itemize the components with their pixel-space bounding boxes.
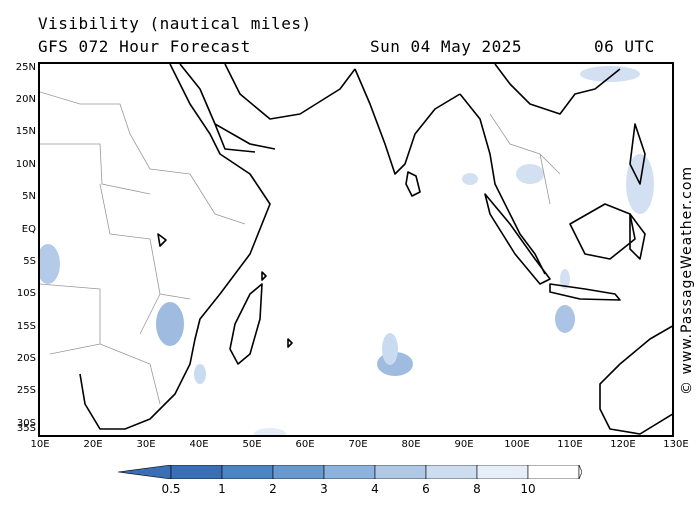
legend-swatch xyxy=(527,465,580,479)
lat-label: 15N xyxy=(15,126,36,137)
forecast-date: Sun 04 May 2025 xyxy=(370,37,522,56)
coastlines xyxy=(79,64,672,435)
legend-swatch xyxy=(170,465,223,479)
legend-swatch xyxy=(476,465,529,479)
legend-label: 0.5 xyxy=(161,482,181,496)
lat-label: 25N xyxy=(15,62,36,73)
lat-label: 10S xyxy=(16,288,36,299)
lon-label: 50E xyxy=(242,439,262,450)
lat-label: 25S xyxy=(16,385,36,396)
legend-arrow-low xyxy=(118,465,172,479)
color-legend xyxy=(118,465,582,479)
lon-label: 10E xyxy=(30,439,50,450)
lon-label: 100E xyxy=(504,439,530,450)
legend-swatch xyxy=(425,465,478,479)
lon-label: 110E xyxy=(557,439,583,450)
lat-label: 35S xyxy=(16,423,36,434)
map-title: Visibility (nautical miles) xyxy=(38,14,312,33)
lon-label: 90E xyxy=(454,439,474,450)
lat-label: 10N xyxy=(15,159,36,170)
legend-label: 10 xyxy=(520,482,536,496)
legend-swatch xyxy=(323,465,376,479)
legend-swatch xyxy=(221,465,274,479)
legend-arrow-high xyxy=(578,465,582,479)
legend-label: 6 xyxy=(422,482,430,496)
lat-label: 5N xyxy=(22,191,36,202)
legend-label: 8 xyxy=(473,482,481,496)
visibility-shading xyxy=(40,66,654,435)
legend-label: 3 xyxy=(320,482,328,496)
forecast-time: 06 UTC xyxy=(594,37,655,56)
legend-label: 2 xyxy=(269,482,277,496)
lat-label: 20N xyxy=(15,94,36,105)
lat-label: 5S xyxy=(23,256,36,267)
lon-label: 70E xyxy=(348,439,368,450)
lat-label: 15S xyxy=(16,321,36,332)
legend-label: 1 xyxy=(218,482,226,496)
legend-swatch xyxy=(374,465,427,479)
legend-swatch xyxy=(272,465,325,479)
forecast-model-label: GFS 072 Hour Forecast xyxy=(38,37,251,56)
credit-text: © www.PassageWeather.com xyxy=(679,165,695,395)
lat-label: 30S xyxy=(16,418,36,429)
lon-label: 30E xyxy=(136,439,156,450)
lon-label: 80E xyxy=(401,439,421,450)
visibility-map xyxy=(40,64,672,435)
lon-label: 60E xyxy=(295,439,315,450)
legend-label: 4 xyxy=(371,482,379,496)
lon-label: 20E xyxy=(83,439,103,450)
lat-label: EQ xyxy=(21,224,36,235)
lon-label: 120E xyxy=(610,439,636,450)
lon-label: 130E xyxy=(663,439,689,450)
map-frame xyxy=(38,62,674,437)
lon-label: 40E xyxy=(189,439,209,450)
country-borders xyxy=(40,91,561,405)
lat-label: 20S xyxy=(16,353,36,364)
